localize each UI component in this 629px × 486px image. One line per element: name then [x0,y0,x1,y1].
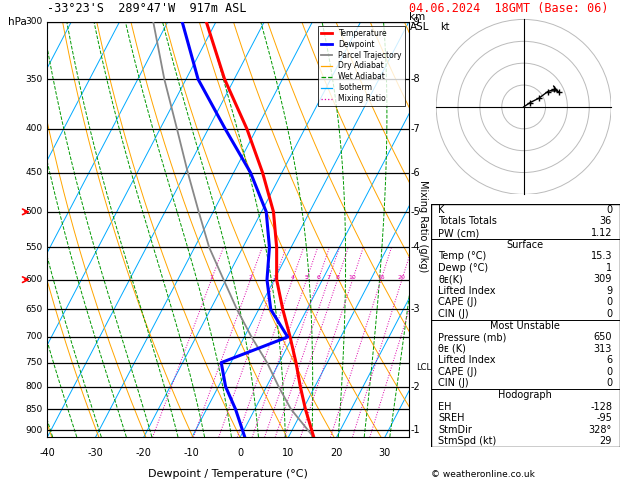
Text: -128: -128 [590,401,612,412]
Text: 1.12: 1.12 [591,228,612,238]
Text: CIN (J): CIN (J) [438,379,469,388]
Text: 15.3: 15.3 [591,251,612,261]
Text: -20: -20 [136,448,152,458]
Text: Most Unstable: Most Unstable [490,321,560,330]
Text: © weatheronline.co.uk: © weatheronline.co.uk [431,469,535,479]
Text: -30: -30 [87,448,103,458]
Text: Dewpoint / Temperature (°C): Dewpoint / Temperature (°C) [148,469,308,479]
Text: ASL: ASL [409,22,429,32]
Text: 328°: 328° [589,425,612,435]
Text: 29: 29 [599,436,612,446]
Text: km: km [409,12,426,22]
Text: CAPE (J): CAPE (J) [438,297,477,308]
Text: 10: 10 [348,275,357,279]
Text: 0: 0 [606,205,612,215]
Text: 750: 750 [26,358,43,367]
Text: 0: 0 [237,448,243,458]
Text: SREH: SREH [438,413,465,423]
Text: 309: 309 [594,274,612,284]
Text: 313: 313 [594,344,612,354]
Text: Totals Totals: Totals Totals [438,216,498,226]
Legend: Temperature, Dewpoint, Parcel Trajectory, Dry Adiabat, Wet Adiabat, Isotherm, Mi: Temperature, Dewpoint, Parcel Trajectory… [318,26,405,106]
Text: -6: -6 [410,168,420,178]
Text: 8: 8 [335,275,339,279]
Text: 650: 650 [26,305,43,314]
Text: -5: -5 [410,207,420,217]
Text: 6: 6 [316,275,320,279]
Text: K: K [438,205,445,215]
Text: 300: 300 [26,17,43,26]
Text: StmSpd (kt): StmSpd (kt) [438,436,497,446]
Text: 1: 1 [209,275,213,279]
Text: 350: 350 [26,75,43,84]
Text: 0: 0 [606,309,612,319]
Text: 5: 5 [304,275,308,279]
Text: -10: -10 [184,448,200,458]
Text: -2: -2 [410,382,420,392]
Text: 900: 900 [26,426,43,435]
Text: 20: 20 [330,448,343,458]
Text: 6: 6 [606,355,612,365]
Text: 04.06.2024  18GMT (Base: 06): 04.06.2024 18GMT (Base: 06) [409,2,608,16]
Text: 0: 0 [606,367,612,377]
Text: Temp (°C): Temp (°C) [438,251,487,261]
Text: 700: 700 [26,332,43,342]
Text: 3: 3 [272,275,277,279]
Text: 0: 0 [606,379,612,388]
Text: -40: -40 [39,448,55,458]
Text: Pressure (mb): Pressure (mb) [438,332,507,342]
Text: 500: 500 [26,208,43,216]
Text: Dewp (°C): Dewp (°C) [438,263,489,273]
Text: 10: 10 [282,448,294,458]
Text: 600: 600 [26,275,43,284]
Text: 0: 0 [606,297,612,308]
Text: -9: -9 [410,17,420,27]
Text: EH: EH [438,401,452,412]
Text: 36: 36 [600,216,612,226]
Text: -33°23'S  289°47'W  917m ASL: -33°23'S 289°47'W 917m ASL [47,2,247,16]
Text: 650: 650 [594,332,612,342]
Text: kt: kt [440,22,450,33]
Text: -95: -95 [596,413,612,423]
Text: hPa: hPa [8,17,27,27]
Text: 4: 4 [290,275,294,279]
Text: -8: -8 [410,74,420,84]
Text: Hodograph: Hodograph [498,390,552,400]
Text: 800: 800 [26,382,43,391]
Text: PW (cm): PW (cm) [438,228,480,238]
Text: 400: 400 [26,124,43,133]
Text: CAPE (J): CAPE (J) [438,367,477,377]
Text: 7: 7 [326,275,330,279]
Text: Lifted Index: Lifted Index [438,286,496,296]
Text: -7: -7 [410,124,420,134]
Text: 550: 550 [26,243,43,252]
Text: 30: 30 [379,448,391,458]
Text: CIN (J): CIN (J) [438,309,469,319]
Text: Lifted Index: Lifted Index [438,355,496,365]
Text: 9: 9 [606,286,612,296]
Text: Mixing Ratio (g/kg): Mixing Ratio (g/kg) [418,180,428,272]
Text: -4: -4 [410,243,420,252]
Text: 2: 2 [248,275,252,279]
Text: 450: 450 [26,168,43,177]
Text: 850: 850 [26,405,43,414]
Text: LCL: LCL [416,363,431,372]
Text: Surface: Surface [506,240,544,250]
Text: 1: 1 [606,263,612,273]
Text: θᴇ(K): θᴇ(K) [438,274,463,284]
Text: 20: 20 [398,275,406,279]
Text: θᴇ (K): θᴇ (K) [438,344,466,354]
Text: 15: 15 [377,275,385,279]
Text: StmDir: StmDir [438,425,472,435]
Text: -1: -1 [410,425,420,435]
Text: -3: -3 [410,304,420,314]
